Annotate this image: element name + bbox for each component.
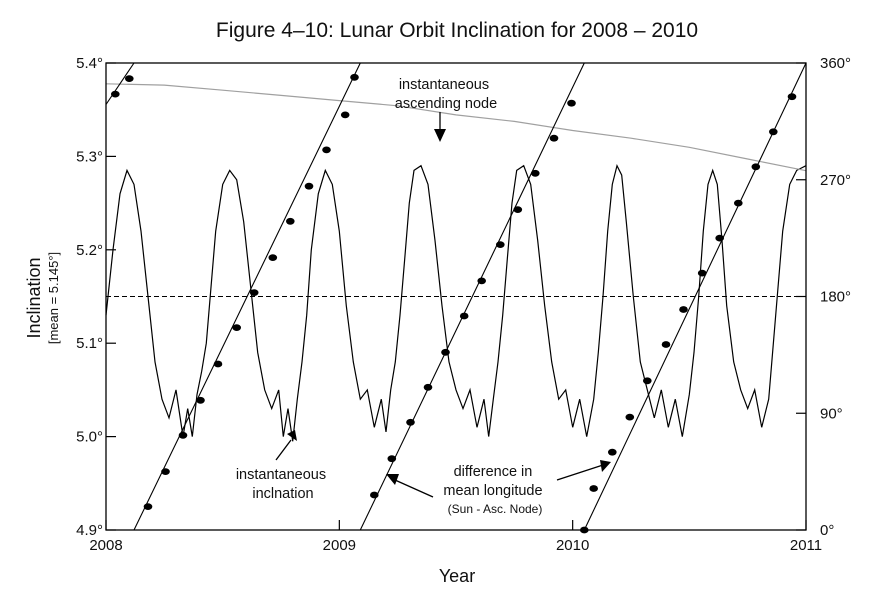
y2-tick-label: 90° — [820, 405, 843, 422]
longitude-difference-line — [583, 62, 807, 531]
longitude-difference-marker — [406, 418, 415, 426]
longitude-arrow-right — [556, 464, 604, 481]
x-tick-label: 2010 — [556, 537, 589, 554]
longitude-difference-marker — [734, 199, 743, 207]
longitude-difference-marker — [249, 289, 259, 296]
longitude-difference-marker — [769, 128, 778, 136]
longitude-difference-marker — [286, 217, 295, 225]
longitude-difference-marker — [459, 312, 469, 320]
longitude-difference-line — [359, 62, 585, 531]
longitude-difference-label: difference in mean longitude (Sun - Asc.… — [443, 464, 546, 516]
annotations: instantaneous ascending node instantaneo… — [236, 77, 611, 516]
x-axis-title: Year — [439, 566, 475, 586]
longitude-difference-marker — [679, 306, 688, 313]
longitude-difference-marker — [268, 254, 278, 261]
longitude-difference-marker — [496, 241, 505, 249]
plot-markers — [111, 73, 797, 534]
longitude-difference-marker — [304, 182, 314, 190]
x-tick-label: 2009 — [323, 537, 356, 554]
longitude-difference-marker — [608, 448, 617, 456]
longitude-difference-marker — [751, 163, 761, 171]
y-tick-label: 5.3° — [76, 148, 103, 165]
longitude-difference-marker — [531, 169, 540, 177]
longitude-difference-marker — [697, 269, 707, 277]
longitude-difference-marker — [178, 431, 188, 439]
longitude-difference-marker — [161, 468, 170, 475]
longitude-difference-marker — [370, 491, 379, 499]
longitude-arrow-left-head — [386, 474, 399, 485]
y-tick-label: 5.2° — [76, 242, 103, 259]
axis-ticks: 2008 2009 2010 2011 4.9° 5.0° 5.1° 5.2° 5.3° 5.4°… — [76, 55, 851, 554]
longitude-difference-marker — [143, 503, 153, 510]
longitude-difference-marker — [589, 485, 598, 492]
y-tick-label: 5.0° — [76, 429, 103, 446]
x-tick-label: 2011 — [790, 537, 822, 554]
longitude-difference-marker — [350, 73, 359, 81]
longitude-difference-marker — [232, 324, 241, 331]
longitude-difference-marker — [661, 341, 671, 348]
y2-tick-label: 270° — [820, 172, 851, 189]
ascending-node-line — [105, 83, 807, 172]
y-axis-subtitle: [mean = 5.145°] — [46, 252, 61, 344]
longitude-difference-line — [105, 62, 135, 105]
longitude-difference-marker — [625, 413, 635, 421]
longitude-arrow-left — [394, 479, 434, 498]
inclination-arrow-head — [287, 430, 297, 441]
longitude-difference-marker — [340, 111, 350, 119]
inclination-arrow — [275, 439, 292, 461]
longitude-difference-marker — [567, 99, 576, 107]
y2-tick-label: 0° — [820, 522, 834, 539]
y-tick-label: 4.9° — [76, 522, 103, 539]
longitude-difference-marker — [423, 383, 433, 391]
longitude-difference-marker — [387, 455, 397, 463]
longitude-difference-line — [133, 62, 361, 531]
longitude-difference-marker — [125, 75, 134, 82]
ascending-node-arrow-head — [434, 129, 446, 142]
inclination-line — [105, 163, 807, 442]
longitude-difference-marker — [549, 134, 559, 142]
y-tick-label: 5.1° — [76, 335, 103, 352]
longitude-difference-marker — [213, 360, 223, 368]
longitude-difference-marker — [196, 396, 205, 404]
longitude-difference-marker — [441, 348, 450, 356]
y2-tick-label: 360° — [820, 55, 851, 72]
longitude-difference-marker — [477, 277, 487, 285]
longitude-difference-marker — [715, 234, 724, 242]
longitude-difference-marker — [322, 146, 331, 154]
longitude-arrow-right-head — [600, 460, 611, 472]
y2-tick-label: 180° — [820, 289, 851, 306]
longitude-difference-marker — [787, 93, 797, 101]
y-axis-title: Inclination — [24, 257, 44, 338]
plot-lines — [105, 62, 807, 531]
inclination-label: instantaneous inclnation — [236, 467, 330, 502]
longitude-difference-marker — [513, 206, 523, 214]
y-tick-label: 5.4° — [76, 55, 103, 72]
x-tick-label: 2008 — [89, 537, 122, 554]
ascending-node-label: instantaneous ascending node — [395, 77, 497, 112]
longitude-difference-marker — [643, 377, 652, 385]
longitude-difference-marker — [111, 90, 120, 98]
chart-title: Figure 4–10: Lunar Orbit Inclination for… — [216, 19, 698, 42]
